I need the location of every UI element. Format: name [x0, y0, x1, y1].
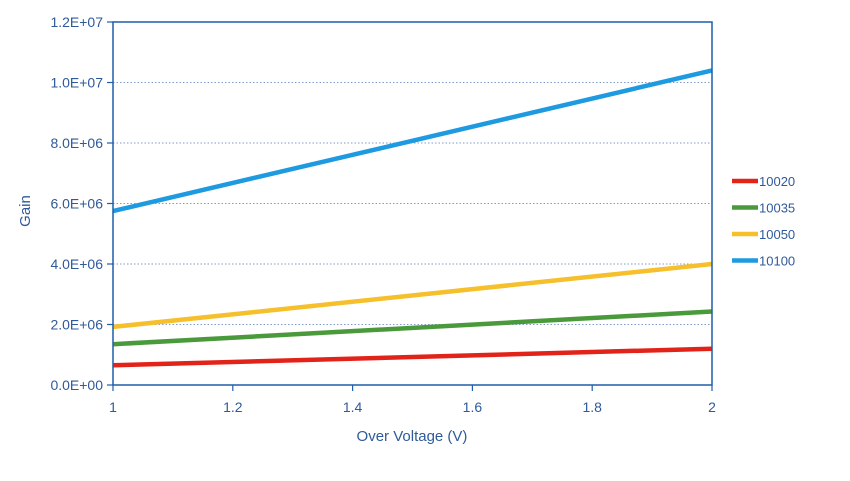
x-tick-label: 1.4: [343, 399, 363, 415]
legend-item: 10050: [732, 227, 795, 242]
x-axis-ticks: 1 1.2 1.4 1.6 1.8 2: [109, 385, 716, 415]
x-tick-label: 2: [708, 399, 716, 415]
x-tick-label: 1.8: [582, 399, 602, 415]
y-axis-ticks: 0.0E+00 2.0E+06 4.0E+06 6.0E+06 8.0E+06 1.0E+…: [50, 14, 113, 393]
gridlines: [113, 82, 712, 325]
series-line-10020: [112, 346, 713, 368]
plot-frame: [112, 21, 713, 386]
x-axis-label: Over Voltage (V): [357, 428, 468, 445]
legend-item: 10100: [732, 254, 795, 269]
series-line-10100: [112, 68, 713, 214]
y-tick-label: 1.0E+07: [50, 75, 103, 91]
legend-label: 10020: [759, 174, 795, 189]
y-tick-label: 6.0E+06: [50, 196, 103, 212]
legend-item: 10020: [732, 174, 795, 189]
series-line-10035: [112, 309, 713, 347]
y-tick-label: 4.0E+06: [50, 256, 103, 272]
x-tick-label: 1.6: [463, 399, 483, 415]
series-lines: [112, 68, 713, 368]
legend-label: 10100: [759, 254, 795, 269]
legend-item: 10035: [732, 201, 795, 216]
x-tick-label: 1: [109, 399, 117, 415]
legend: 10020 10035 10050 10100: [732, 174, 795, 269]
y-tick-label: 1.2E+07: [50, 14, 103, 30]
series-line-10050: [112, 261, 713, 330]
legend-label: 10035: [759, 201, 795, 216]
legend-label: 10050: [759, 227, 795, 242]
y-tick-label: 2.0E+06: [50, 317, 103, 333]
y-tick-label: 0.0E+00: [50, 377, 103, 393]
y-tick-label: 8.0E+06: [50, 135, 103, 151]
x-tick-label: 1.2: [223, 399, 243, 415]
y-axis-label: Gain: [17, 195, 34, 227]
